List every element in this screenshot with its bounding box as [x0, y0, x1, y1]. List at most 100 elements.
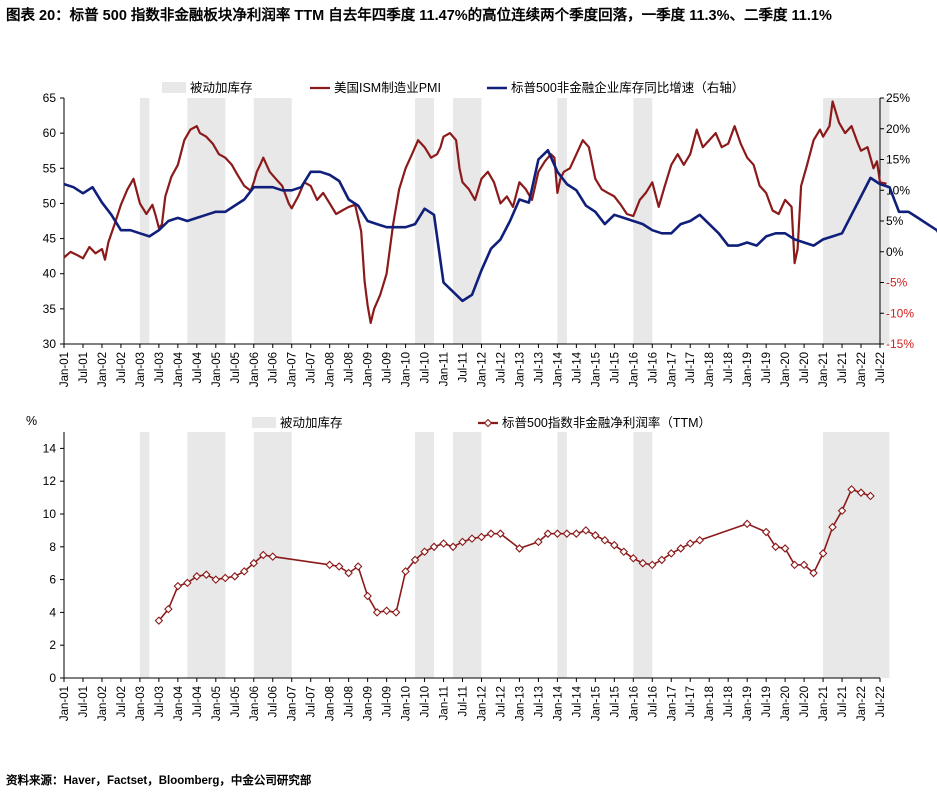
shade-band: [253, 98, 292, 344]
y2-tick-label: 20%: [886, 122, 910, 136]
x-tick-label: Jul-14: [571, 351, 583, 383]
data-point: [666, 549, 676, 558]
data-point: [866, 491, 875, 501]
x-tick-label: Jan-12: [476, 686, 488, 721]
y-tick-label: 2: [49, 638, 56, 652]
y-tick-label: 12: [43, 474, 57, 488]
legend-shade-label: 被动加库存: [280, 415, 343, 430]
x-tick-label: Jan-20: [780, 686, 792, 721]
x-tick-label: Jan-21: [818, 352, 830, 387]
x-tick-label: Jan-17: [666, 352, 678, 387]
x-tick-label: Jan-22: [856, 686, 868, 721]
x-tick-label: Jan-15: [590, 686, 602, 721]
data-point: [173, 581, 183, 591]
x-tick-label: Jan-14: [552, 351, 564, 387]
x-tick-label: Jan-22: [856, 352, 868, 387]
x-tick-label: Jan-05: [211, 686, 223, 721]
legend-shade-swatch: [162, 82, 186, 93]
shade-band: [415, 98, 435, 344]
data-point: [610, 540, 619, 550]
legend-label-inventory: 标普500非金融企业库存同比增速（右轴）: [511, 80, 744, 95]
series-line-pmi: [63, 100, 887, 324]
x-tick-label: Jul-14: [571, 685, 583, 717]
x-tick-label: Jul-16: [647, 686, 659, 717]
x-tick-label: Jul-09: [382, 686, 394, 717]
y-tick-label: 65: [43, 91, 57, 105]
y-tick-label: 4: [49, 605, 56, 619]
x-tick-label: Jan-02: [97, 686, 109, 721]
data-point: [183, 578, 192, 588]
x-tick-label: Jan-21: [818, 686, 830, 721]
data-point: [268, 552, 278, 561]
x-tick-label: Jan-08: [325, 352, 337, 387]
x-tick-label: Jul-20: [799, 686, 811, 717]
data-point: [391, 608, 401, 617]
x-tick-label: Jan-16: [628, 686, 640, 721]
data-point: [401, 567, 410, 576]
x-tick-label: Jan-15: [590, 352, 602, 387]
x-tick-label: Jan-07: [287, 686, 299, 721]
data-point: [192, 572, 202, 581]
y2-tick-label: 0%: [886, 245, 904, 259]
legend-shade-label: 被动加库存: [190, 80, 253, 95]
y-tick-label: 55: [43, 161, 57, 175]
y-tick-label: 30: [43, 337, 57, 351]
y-tick-label: 45: [43, 232, 57, 246]
y-unit-label: %: [26, 414, 37, 428]
data-point: [657, 555, 667, 565]
x-tick-label: Jan-20: [780, 352, 792, 387]
x-tick-label: Jan-19: [742, 352, 754, 387]
data-point: [448, 542, 458, 552]
y2-tick-label: -10%: [886, 306, 914, 320]
y-tick-label: 14: [43, 441, 57, 455]
data-point: [486, 529, 496, 538]
x-tick-label: Jul-01: [78, 686, 90, 717]
y2-tick-label: -15%: [886, 337, 914, 351]
series-line-inventory: [63, 149, 937, 303]
data-point: [211, 575, 221, 584]
data-point: [685, 539, 695, 548]
x-tick-label: Jan-08: [325, 686, 337, 721]
data-point: [515, 544, 524, 553]
x-tick-label: Jul-21: [837, 686, 849, 717]
x-tick-label: Jul-04: [192, 351, 204, 383]
data-point: [629, 554, 638, 563]
shade-band: [557, 98, 567, 344]
data-point: [600, 535, 610, 545]
shade-band: [453, 432, 482, 678]
x-tick-label: Jul-08: [344, 352, 356, 383]
x-tick-label: Jan-09: [363, 352, 375, 387]
x-tick-label: Jul-21: [837, 352, 849, 383]
x-tick-label: Jul-17: [685, 686, 697, 717]
x-tick-label: Jul-01: [78, 352, 90, 383]
data-point: [202, 570, 211, 579]
data-point: [581, 526, 591, 535]
shade-band: [557, 432, 567, 678]
data-point: [221, 573, 230, 583]
y-tick-label: 8: [49, 540, 56, 554]
data-point: [154, 616, 164, 625]
data-point: [439, 539, 448, 548]
x-tick-label: Jul-11: [458, 686, 470, 716]
x-tick-label: Jan-06: [249, 686, 261, 721]
x-tick-label: Jul-05: [230, 352, 242, 383]
x-tick-label: Jan-04: [173, 351, 185, 387]
x-tick-label: Jan-13: [514, 352, 526, 387]
data-point: [164, 604, 173, 614]
data-point: [363, 591, 372, 601]
y-tick-label: 10: [43, 507, 57, 521]
x-tick-label: Jan-11: [439, 352, 451, 386]
net-margin-chart: 0 2 4 6 8 10 12 14 Jan-01 Jul-01 Jan-02 Jul-02 Jan-0…: [26, 414, 890, 721]
shade-band: [139, 432, 150, 678]
x-tick-label: Jan-16: [628, 352, 640, 387]
y-tick-label: 40: [43, 267, 57, 281]
data-point: [240, 567, 249, 576]
x-tick-label: Jan-01: [59, 686, 71, 721]
y-tick-label: 6: [49, 573, 56, 587]
x-tick-label: Jul-15: [609, 352, 621, 383]
shade-band: [139, 98, 150, 344]
x-tick-label: Jan-04: [173, 685, 185, 721]
x-tick-label: Jan-06: [249, 352, 261, 387]
data-point: [334, 562, 344, 571]
y-tick-label: 0: [49, 671, 56, 685]
